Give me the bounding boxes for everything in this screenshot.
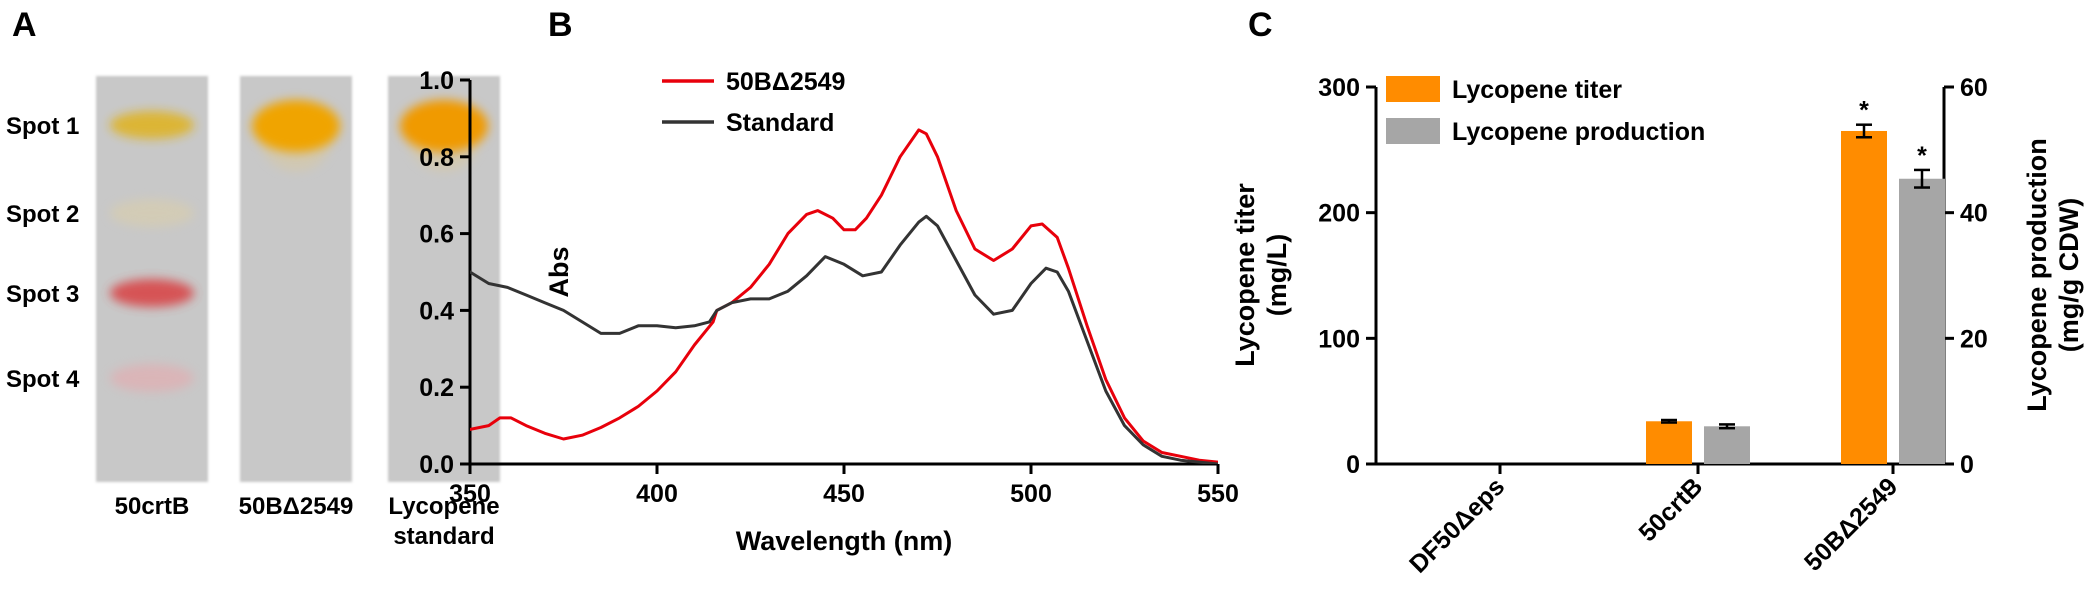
lane-label: 50crtB xyxy=(115,493,190,520)
left-tick-label: 0 xyxy=(1346,451,1360,479)
significance-marker: * xyxy=(1917,142,1927,170)
left-axis-title: (mg/L) xyxy=(1262,234,1292,316)
tlc-spot xyxy=(110,199,194,227)
lane-label: standard xyxy=(393,523,494,550)
x-tick-label: 350 xyxy=(449,480,491,508)
panel-c-letter: C xyxy=(1248,6,1273,44)
right-tick-label: 60 xyxy=(1960,74,1988,102)
x-tick-label: 550 xyxy=(1197,480,1239,508)
tlc-spot xyxy=(110,279,194,307)
spot-label: Spot 3 xyxy=(6,281,79,308)
bar-titer xyxy=(1646,421,1692,464)
tlc-spot xyxy=(110,364,194,392)
tlc-lane: 50BΔ2549 xyxy=(239,76,354,520)
significance-marker: * xyxy=(1859,97,1869,125)
spot-label: Spot 1 xyxy=(6,113,79,140)
y-tick-label: 1.0 xyxy=(419,67,454,95)
left-tick-label: 200 xyxy=(1318,200,1360,228)
series-line-1 xyxy=(470,128,1218,464)
lane-label: Lycopene xyxy=(388,493,499,520)
left-tick-label: 100 xyxy=(1318,325,1360,353)
bar-titer xyxy=(1841,130,1887,464)
legend-label: 50BΔ2549 xyxy=(726,68,845,96)
legend-label: Lycopene production xyxy=(1452,118,1705,146)
legend-swatch xyxy=(1386,118,1440,144)
absorbance-series xyxy=(470,128,1218,464)
x-axis-title: Wavelength (nm) xyxy=(736,526,953,556)
legend-swatch xyxy=(1386,76,1440,102)
absorbance-axes: 350 400 450 500 550 0.0 0.2 0.4 0.6 0.8 1.0 Wavelen… xyxy=(419,67,1239,556)
tlc-lane: 50crtB xyxy=(96,76,208,520)
right-tick-label: 20 xyxy=(1960,325,1988,353)
y-tick-label: 0.4 xyxy=(419,297,454,325)
left-tick-label: 300 xyxy=(1318,74,1360,102)
left-axis-title: Lycopene titer xyxy=(1230,183,1260,367)
lycopene-legend: Lycopene titer Lycopene production xyxy=(1386,76,1705,146)
x-tick-label: 450 xyxy=(823,480,865,508)
right-axis-title: Lycopene production xyxy=(2022,138,2052,412)
bar-production xyxy=(1704,426,1750,464)
legend-label: Lycopene titer xyxy=(1452,76,1622,104)
x-tick-label: 400 xyxy=(636,480,678,508)
panel-a-letter: A xyxy=(12,6,37,44)
x-tick-label: DF50Δeps xyxy=(1404,472,1510,578)
y-tick-label: 0.8 xyxy=(419,144,454,172)
x-tick-label: 50BΔ2549 xyxy=(1799,472,1903,576)
y-tick-label: 0.2 xyxy=(419,374,454,402)
spot-label: Spot 2 xyxy=(6,201,79,228)
absorbance-legend: 50BΔ2549 Standard xyxy=(662,68,845,137)
spot-labels: Spot 1 Spot 2 Spot 3 Spot 4 xyxy=(6,113,80,393)
lycopene-bars: ** xyxy=(1646,97,1945,464)
right-tick-label: 40 xyxy=(1960,200,1988,228)
lane-label: 50BΔ2549 xyxy=(239,493,354,520)
panel-b-letter: B xyxy=(548,6,573,44)
right-tick-label: 0 xyxy=(1960,451,1974,479)
tlc-spot xyxy=(400,100,488,152)
series-line-2 xyxy=(470,214,1218,464)
tlc-spot xyxy=(252,100,340,152)
x-tick-label: 500 xyxy=(1010,480,1052,508)
bar-production xyxy=(1899,178,1945,464)
spot-label: Spot 4 xyxy=(6,366,80,393)
tlc-spot xyxy=(110,111,194,139)
legend-label: Standard xyxy=(726,109,834,137)
y-tick-label: 0.6 xyxy=(419,221,454,249)
absorbance-chart: 350 400 450 500 550 0.0 0.2 0.4 0.6 0.8 1.0 Wavelen… xyxy=(419,67,1239,556)
y-tick-label: 0.0 xyxy=(419,451,454,479)
y-axis-title: Abs xyxy=(544,246,574,297)
right-axis-title: (mg/g CDW) xyxy=(2054,198,2084,352)
x-tick-label: 50crtB xyxy=(1633,472,1708,547)
